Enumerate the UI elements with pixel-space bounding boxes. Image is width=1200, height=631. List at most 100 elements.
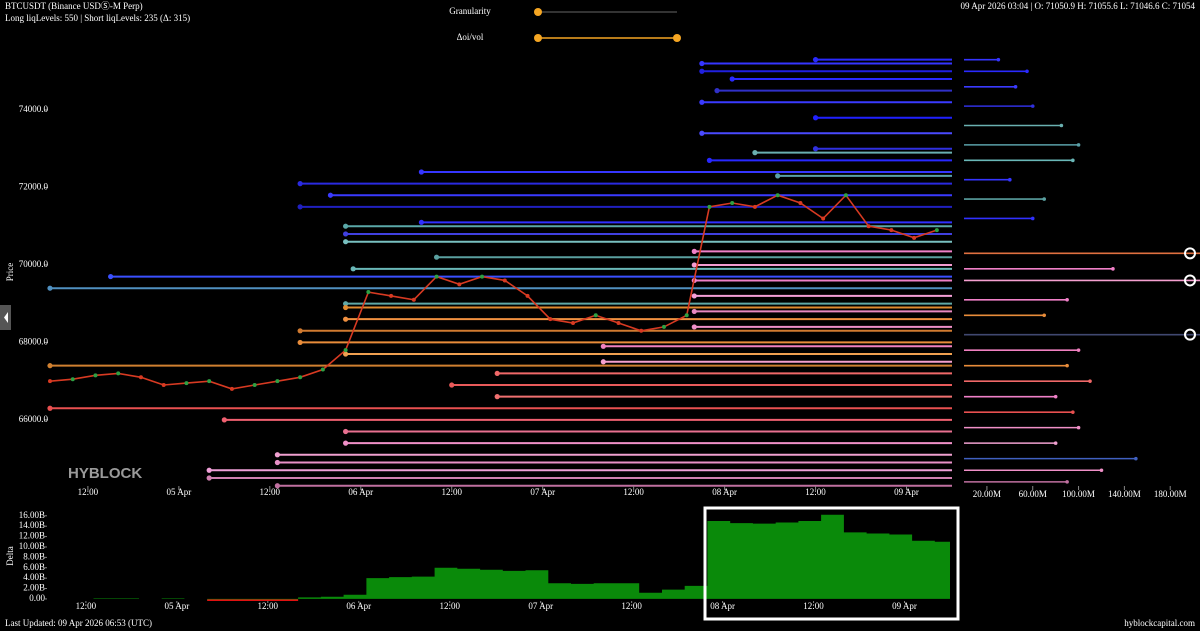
x-tick-label: 09 Apr <box>894 487 919 497</box>
liq-bar-end <box>1025 69 1029 74</box>
price-point <box>593 313 598 318</box>
y-tick-label: 16.00B <box>19 510 45 520</box>
liq-levels: Long liqLevels: 550 | Short liqLevels: 2… <box>5 13 190 23</box>
price-point <box>661 324 666 329</box>
price-point <box>912 235 917 240</box>
liq-level-start <box>206 475 212 481</box>
x-tick-label: 100.00M <box>1062 489 1095 499</box>
symbol: BTCUSDT (Binance USDⓈ-M Perp) <box>5 1 143 11</box>
price-point <box>207 379 212 384</box>
liq-level-start <box>418 169 425 175</box>
liq-bar-end <box>1008 177 1012 182</box>
delta-area <box>48 514 950 601</box>
price-point <box>389 293 394 298</box>
price-point <box>525 293 530 298</box>
doi-handle-max[interactable] <box>673 34 681 42</box>
x-tick-label: 12:00 <box>439 601 460 611</box>
x-tick-label: 12:00 <box>76 601 97 611</box>
liq-level-start <box>343 239 349 245</box>
y-axis-label: Price <box>5 263 15 282</box>
liq-level-start <box>343 351 349 357</box>
liq-bar-end <box>1065 363 1069 368</box>
x-tick-label: 09 Apr <box>892 601 917 611</box>
x-tick-label: 08 Apr <box>712 487 737 497</box>
x-tick-label: 60.00M <box>1019 489 1047 499</box>
liq-level-start <box>812 146 819 152</box>
delta-area-negative <box>207 599 299 601</box>
liq-level-start <box>600 359 606 365</box>
x-tick-label: 12:00 <box>78 487 99 497</box>
price-point <box>116 371 121 376</box>
price-point <box>616 321 621 326</box>
liq-level-start <box>343 223 349 229</box>
liq-level-start <box>343 231 349 237</box>
price-point <box>298 375 303 380</box>
granularity-handle[interactable] <box>534 8 542 16</box>
price-point <box>548 317 553 322</box>
last-updated: Last Updated: 09 Apr 2026 06:53 (UTC) <box>5 618 152 628</box>
doi-label: Δoi/vol <box>457 32 484 42</box>
liq-level-start <box>350 266 356 272</box>
liq-level-start <box>343 316 349 322</box>
ohlc: 09 Apr 2026 03:04 | O: 71050.9 H: 71055.… <box>960 1 1195 11</box>
x-tick-label: 07 Apr <box>528 601 553 611</box>
side-toggle-arrow <box>4 312 8 323</box>
y-tick-label: 66000.0 <box>19 414 49 424</box>
liq-bar-end <box>1053 441 1058 445</box>
liq-bar-end <box>1030 104 1035 108</box>
price-point <box>934 228 939 233</box>
liq-level-start <box>418 219 425 225</box>
price-point <box>411 297 416 302</box>
doi-handle-min[interactable] <box>534 34 542 42</box>
liq-level-start <box>221 417 227 423</box>
liq-bar-end <box>1099 468 1104 473</box>
y-tick-label: 4.00B <box>23 572 45 582</box>
liq-bar-end <box>1071 410 1075 414</box>
liq-level-start <box>714 88 720 94</box>
liq-level-start <box>699 68 705 74</box>
x-tick-label: 140.00M <box>1108 489 1141 499</box>
liq-level-start <box>691 293 697 299</box>
price-point <box>730 200 735 205</box>
y-tick-label: 68000.0 <box>19 336 49 346</box>
liq-bar-end <box>1071 158 1075 163</box>
liq-level-start <box>691 308 697 315</box>
x-tick-label: 180.00M <box>1154 489 1187 499</box>
overflow-ring <box>1184 274 1196 287</box>
liq-level-start <box>699 99 705 105</box>
x-tick-label: 05 Apr <box>164 601 189 611</box>
y-tick-label: 0.00 <box>29 593 45 603</box>
price-point <box>502 278 507 283</box>
x-tick-label: 12:00 <box>803 601 824 611</box>
liq-level-start <box>297 339 303 346</box>
liq-level-start <box>297 181 303 187</box>
x-tick-label: 20.00M <box>973 489 1001 499</box>
liq-level-start <box>494 370 500 377</box>
y-axis-label: Delta <box>5 546 15 566</box>
liq-level-start <box>449 382 455 388</box>
liq-level-start <box>274 459 280 466</box>
price-point <box>434 274 439 279</box>
liq-level-start <box>494 394 500 400</box>
y-tick-label: 2.00B <box>23 583 45 593</box>
price-point <box>93 373 98 378</box>
x-tick-label: 12:00 <box>258 601 279 611</box>
x-tick-label: 07 Apr <box>530 487 555 497</box>
x-tick-label: 12:00 <box>805 487 826 497</box>
liq-level-start <box>699 60 705 67</box>
liq-level-start <box>47 285 53 291</box>
price-point <box>798 200 803 205</box>
liq-bar-end <box>1065 298 1069 302</box>
liq-level-start <box>691 248 697 254</box>
price-point <box>48 379 52 384</box>
y-tick-label: 14.00B <box>19 520 45 530</box>
liq-bar-end <box>1042 313 1046 318</box>
liq-level-start <box>812 115 819 121</box>
liq-bar-end <box>1053 394 1058 399</box>
price-point <box>684 313 689 318</box>
liq-level-start <box>47 405 53 411</box>
liq-bar-end <box>1065 480 1069 484</box>
liq-level-start <box>691 262 697 268</box>
liq-bar-end <box>1030 216 1035 221</box>
watermark: HYBLOCK <box>68 465 142 482</box>
